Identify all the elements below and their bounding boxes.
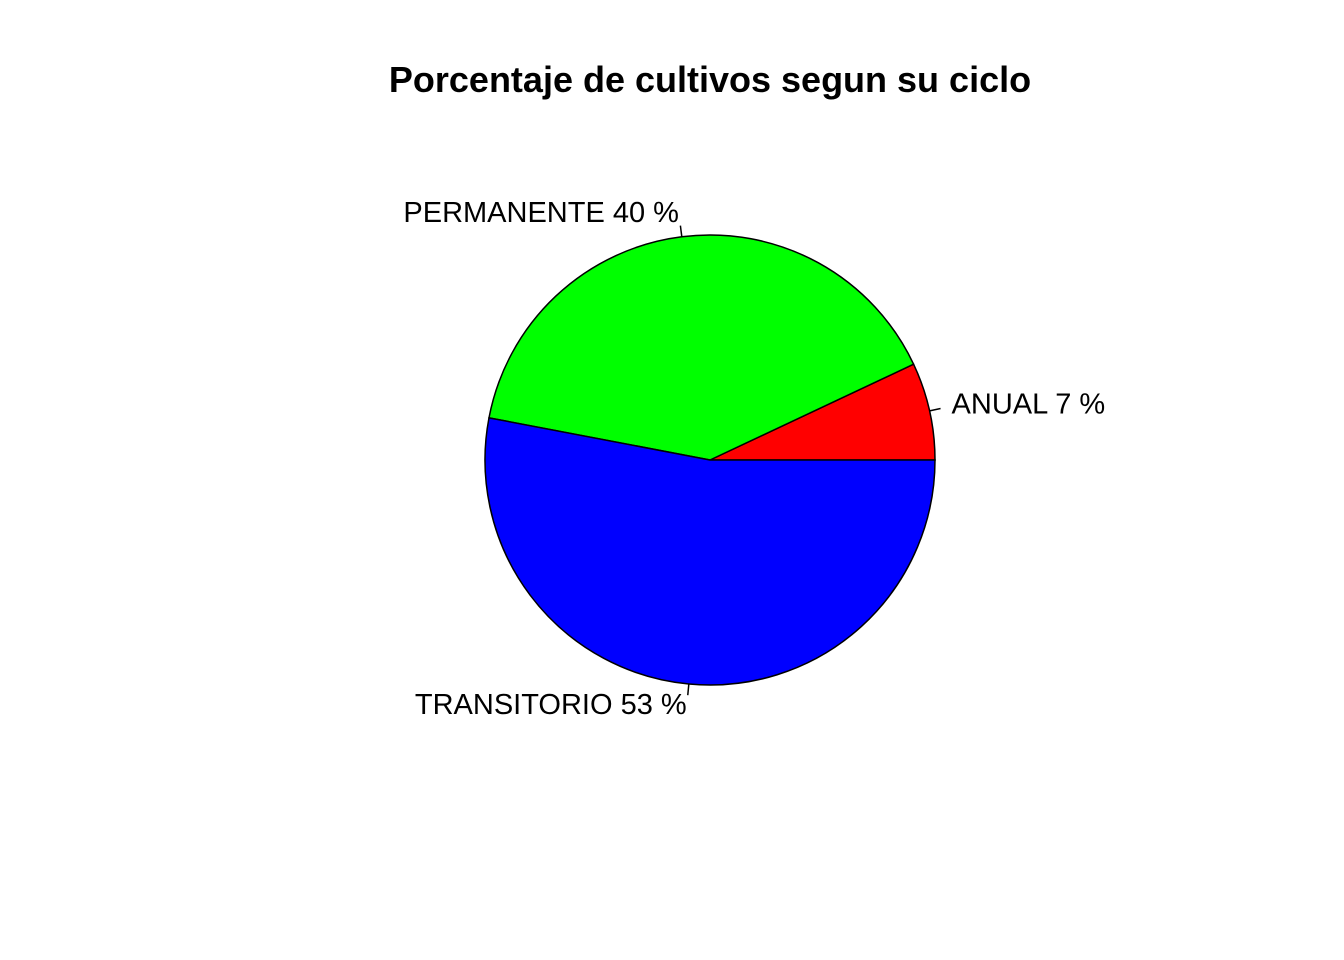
- pie-label-transitorio: TRANSITORIO 53 %: [415, 689, 687, 721]
- pie-labels: ANUAL 7 % PERMANENTE 40 % TRANSITORIO 53 %: [403, 197, 1105, 721]
- pie-leader-transitorio: [687, 683, 690, 696]
- pie-leader-anual: [929, 407, 941, 412]
- chart-title: Porcentaje de cultivos segun su ciclo: [389, 59, 1031, 100]
- pie-label-permanente: PERMANENTE 40 %: [403, 197, 679, 229]
- pie-slice-transitorio: [484, 416, 936, 686]
- pie-leader-permanente: [679, 225, 683, 237]
- pie-leader-lines: [679, 225, 941, 696]
- pie-slices: [484, 234, 936, 686]
- pie-label-anual: ANUAL 7 %: [952, 389, 1106, 421]
